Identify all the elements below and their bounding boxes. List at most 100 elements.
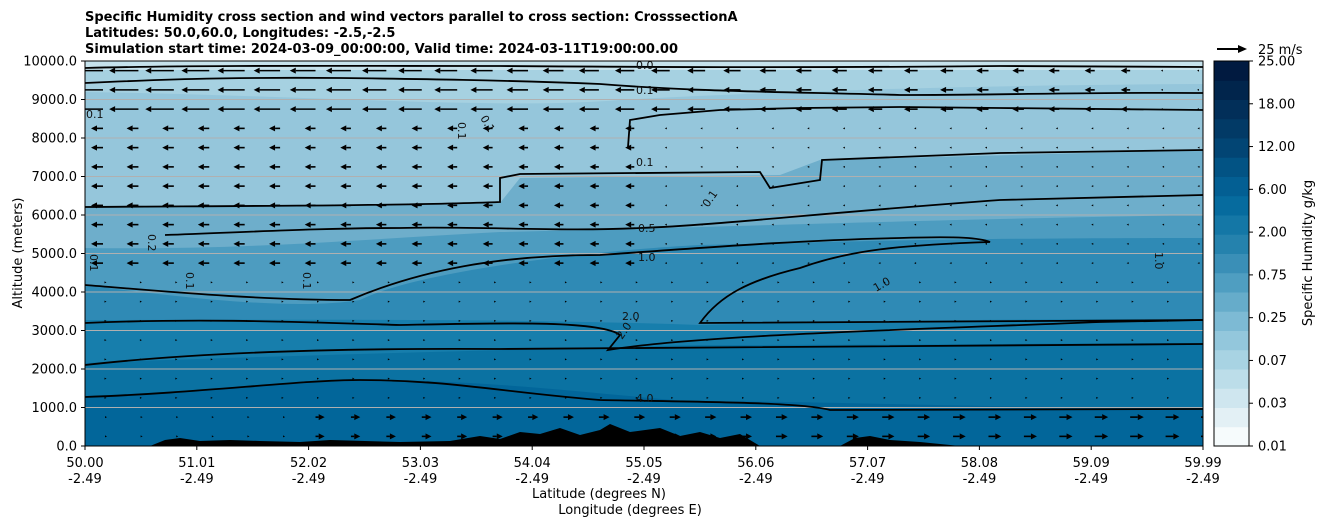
wind-vector-head <box>162 202 169 209</box>
wind-vector-head <box>91 202 97 209</box>
wind-vector-head <box>283 416 286 419</box>
wind-vector-head <box>812 396 815 399</box>
colorbar-band <box>1214 157 1249 177</box>
x-axis: 50.00-2.4951.01-2.4952.02-2.4953.03-2.49… <box>66 446 1222 487</box>
wind-vector-head <box>1091 223 1094 226</box>
wind-vector-head <box>247 416 250 419</box>
wind-vectors <box>85 67 1203 440</box>
wind-vector-head <box>289 106 296 113</box>
wind-vector-head <box>1197 185 1200 188</box>
x-tick-label-lat: 52.02 <box>290 456 327 471</box>
wind-vector-head <box>411 144 418 151</box>
colorbar-band <box>1214 215 1249 235</box>
wind-vector-head <box>954 319 957 322</box>
wind-vector-head <box>423 358 426 361</box>
x-tick-label-lon: -2.49 <box>180 472 214 487</box>
colorbar-tick-label: 2.00 <box>1258 226 1287 241</box>
wind-vector-head <box>842 165 845 168</box>
wind-vector-head <box>1096 377 1099 380</box>
wind-vector-head <box>848 281 851 284</box>
wind-vector-head <box>494 319 497 322</box>
wind-vector-head <box>600 300 603 303</box>
wind-vector-head <box>903 67 910 74</box>
wind-vector-head <box>954 377 957 380</box>
wind-vector-head <box>687 86 694 93</box>
wind-vector-head <box>817 433 824 440</box>
contour-label: 0.1 <box>300 272 313 290</box>
wind-vector-head <box>105 435 107 438</box>
wind-vector-head <box>553 183 560 190</box>
wind-vector-head <box>736 223 739 226</box>
wind-vector-head <box>162 221 169 228</box>
contour-0-5 <box>164 194 1203 236</box>
wind-vector-head <box>423 281 426 284</box>
wind-vector-head <box>518 260 525 267</box>
wind-vector-head <box>1126 204 1129 207</box>
contour-label: 0.1 <box>636 84 654 97</box>
wind-vector-head <box>671 319 674 322</box>
wind-vector-head <box>564 396 567 399</box>
wind-vector-head <box>706 339 709 342</box>
wind-vector-head <box>578 86 585 93</box>
wind-vector-head <box>625 202 632 209</box>
y-axis: 0.0 1000.0 2000.0 3000.0 4000.0 5000.0 6000.0 7… <box>23 55 85 455</box>
wind-vector-head <box>1012 86 1019 93</box>
x-tick-label-lat: 58.08 <box>961 456 998 471</box>
wind-vector-head <box>1055 146 1058 149</box>
wind-vector-head <box>269 183 276 190</box>
wind-vector-head <box>1091 146 1094 149</box>
wind-vector-head <box>126 221 133 228</box>
colorbar-band <box>1214 388 1249 408</box>
wind-vector-head <box>984 204 987 207</box>
wind-vector-head <box>506 86 513 93</box>
wind-vector-head <box>529 300 532 303</box>
wind-vector-head <box>553 163 560 170</box>
wind-vector-head <box>269 202 276 209</box>
wind-vector-head <box>494 358 497 361</box>
wind-vector-head <box>674 433 681 440</box>
wind-vector-head <box>984 146 987 149</box>
wind-vector-head <box>671 281 674 284</box>
wind-vector-head <box>387 358 390 361</box>
wind-vector-head <box>447 221 454 228</box>
wind-vector-head <box>423 319 426 322</box>
wind-vector-head <box>494 300 497 303</box>
wind-vector-head <box>589 202 596 209</box>
wind-vector-head <box>671 396 674 399</box>
x-tick-label-lon: -2.49 <box>515 472 549 487</box>
wind-vector-head <box>1167 300 1170 303</box>
wind-vector-head <box>842 204 845 207</box>
wind-vector-head <box>340 163 347 170</box>
y-tick-label: 1000.0 <box>32 401 78 416</box>
wind-vector-head <box>710 433 717 440</box>
wind-vector-head <box>1131 300 1134 303</box>
wind-vector-head <box>795 106 802 113</box>
wind-vector-head <box>1131 396 1134 399</box>
wind-vector-head <box>126 125 133 132</box>
wind-vector-head <box>1025 319 1028 322</box>
colorbar-band <box>1214 61 1249 81</box>
colorbar-tick-label: 6.00 <box>1258 183 1287 198</box>
wind-vector-head <box>1060 396 1063 399</box>
wind-vector-head <box>949 262 952 265</box>
wind-vector-head <box>317 396 320 399</box>
wind-vector-head <box>109 67 116 74</box>
wind-vector-head <box>233 221 240 228</box>
wind-vector-head <box>253 106 260 113</box>
colorbar-tick-label: 18.00 <box>1258 97 1295 112</box>
wind-vector-head <box>989 377 992 380</box>
wind-vector-head <box>976 67 983 74</box>
wind-vector-head <box>553 260 560 267</box>
wind-vector-head <box>949 242 952 245</box>
wind-vector-head <box>496 414 503 421</box>
wind-vector-head <box>807 242 810 245</box>
wind-vector-head <box>494 396 497 399</box>
x-tick-label-lon: -2.49 <box>739 472 773 487</box>
wind-vector-head <box>447 202 454 209</box>
wind-vector-head <box>447 163 454 170</box>
wind-vector-head <box>759 86 766 93</box>
wind-vector-head <box>91 260 97 267</box>
wind-vector-head <box>518 240 525 247</box>
wind-vector-head <box>867 86 874 93</box>
wind-vector-head <box>700 185 703 188</box>
